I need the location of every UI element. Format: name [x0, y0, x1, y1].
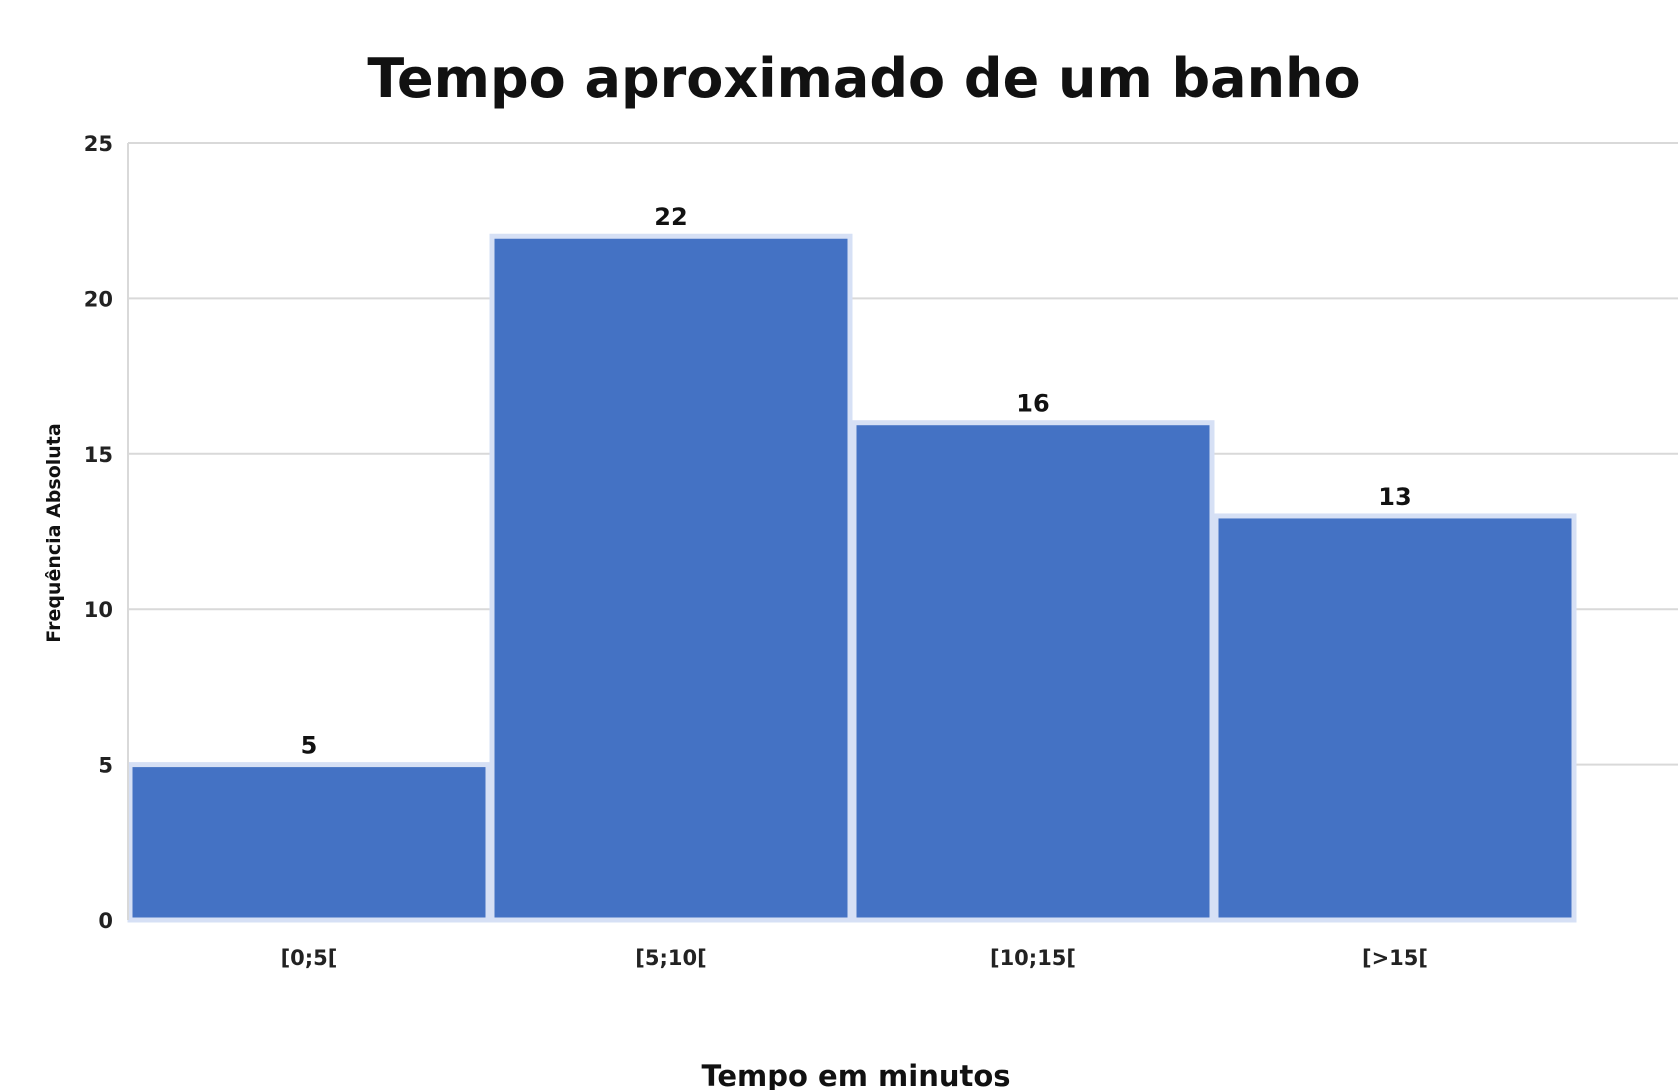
bar [1213, 513, 1577, 923]
y-axis-label: Frequência Absoluta [43, 423, 65, 642]
bar [127, 762, 491, 923]
chart-title: Tempo aproximado de um banho [367, 47, 1360, 110]
data-label: 5 [301, 732, 318, 760]
x-tick-label: [10;15[ [990, 946, 1076, 970]
y-tick-label: 25 [84, 132, 113, 156]
y-tick-label: 10 [84, 598, 113, 622]
x-axis-label: Tempo em minutos [701, 1059, 1010, 1090]
data-labels: 5 22 16 13 [301, 203, 1412, 759]
y-tick-label: 0 [98, 909, 113, 933]
y-tick-label: 15 [84, 443, 113, 467]
data-label: 22 [654, 203, 687, 231]
bar [489, 233, 853, 923]
data-label: 16 [1016, 390, 1049, 418]
x-tick-label: [>15[ [1362, 946, 1428, 970]
x-tick-label: [5;10[ [635, 946, 706, 970]
data-label: 13 [1378, 483, 1411, 511]
x-axis-categories: [0;5[ [5;10[ [10;15[ [>15[ [281, 946, 1428, 970]
y-tick-label: 20 [84, 287, 113, 311]
y-tick-label: 5 [98, 754, 113, 778]
y-axis-ticks: 0 5 10 15 20 25 [84, 132, 113, 933]
x-tick-label: [0;5[ [281, 946, 338, 970]
bar [851, 420, 1215, 923]
bars [127, 233, 1577, 923]
